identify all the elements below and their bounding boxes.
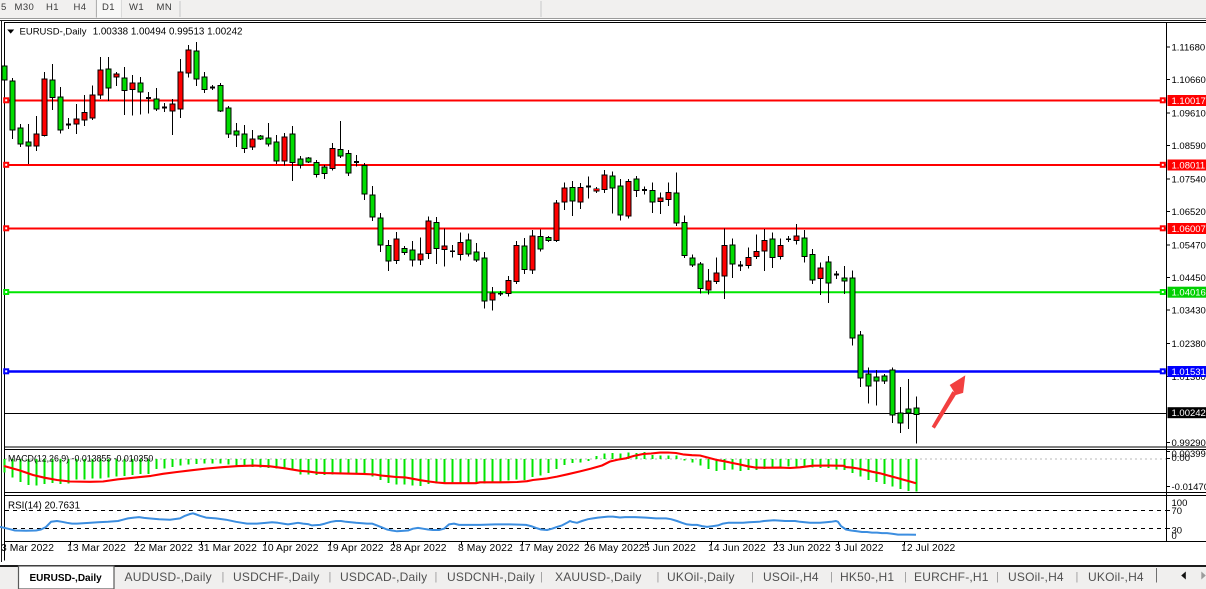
svg-text:EURCHF-,H1: EURCHF-,H1 xyxy=(914,570,989,584)
svg-text:|: | xyxy=(540,571,543,583)
svg-text:|: | xyxy=(329,571,332,583)
svg-text:1.08011: 1.08011 xyxy=(1172,161,1206,172)
svg-text:22 Mar 2022: 22 Mar 2022 xyxy=(134,543,193,554)
svg-text:1.06007: 1.06007 xyxy=(1172,224,1206,235)
svg-text:1.08590: 1.08590 xyxy=(1172,141,1206,152)
svg-text:26 May 2022: 26 May 2022 xyxy=(584,543,645,554)
svg-text:D1: D1 xyxy=(102,2,115,13)
svg-text:1.02380: 1.02380 xyxy=(1172,339,1206,350)
svg-text:31 Mar 2022: 31 Mar 2022 xyxy=(198,543,257,554)
svg-text:23 Jun 2022: 23 Jun 2022 xyxy=(773,543,831,554)
svg-text:100: 100 xyxy=(1172,498,1188,509)
svg-text:28 Apr 2022: 28 Apr 2022 xyxy=(390,543,447,554)
svg-text:1.03430: 1.03430 xyxy=(1172,306,1206,317)
svg-text:UKOil-,Daily: UKOil-,Daily xyxy=(667,570,735,584)
svg-text:0.00399: 0.00399 xyxy=(1172,449,1206,460)
svg-text:0.00: 0.00 xyxy=(1172,453,1191,464)
svg-text:MN: MN xyxy=(157,2,173,13)
svg-text:W1: W1 xyxy=(129,2,144,13)
svg-text:-0.01470: -0.01470 xyxy=(1172,482,1206,493)
svg-text:17 May 2022: 17 May 2022 xyxy=(519,543,580,554)
svg-text:|: | xyxy=(657,571,660,583)
svg-text:EURUSD-,Daily: EURUSD-,Daily xyxy=(20,27,87,38)
svg-text:3 Mar 2022: 3 Mar 2022 xyxy=(1,543,54,554)
svg-text:1.06520: 1.06520 xyxy=(1172,207,1206,218)
svg-text:14 Jun 2022: 14 Jun 2022 xyxy=(708,543,766,554)
svg-text:USDCNH-,Daily: USDCNH-,Daily xyxy=(447,570,535,584)
svg-text:1.01360: 1.01360 xyxy=(1172,372,1206,383)
svg-text:1.04450: 1.04450 xyxy=(1172,273,1206,284)
svg-text:0: 0 xyxy=(1172,531,1177,542)
svg-text:1.10660: 1.10660 xyxy=(1172,75,1206,86)
svg-text:1.09610: 1.09610 xyxy=(1172,109,1206,120)
svg-text:8 May 2022: 8 May 2022 xyxy=(458,543,513,554)
svg-text:RSI(14) 20.7631: RSI(14) 20.7631 xyxy=(8,500,80,511)
svg-text:USDCAD-,Daily: USDCAD-,Daily xyxy=(340,570,427,584)
svg-text:MACD(12,26,9) -0.013855 -0.010: MACD(12,26,9) -0.013855 -0.010350 xyxy=(8,453,153,463)
svg-text:1.07540: 1.07540 xyxy=(1172,175,1206,186)
svg-text:1.00338 1.00494 0.99513 1.0024: 1.00338 1.00494 0.99513 1.00242 xyxy=(93,27,243,38)
svg-text:USOil-,H4: USOil-,H4 xyxy=(1008,570,1064,584)
svg-text:12 Jul 2022: 12 Jul 2022 xyxy=(901,543,956,554)
svg-text:|: | xyxy=(996,571,999,583)
svg-text:5 Jun 2022: 5 Jun 2022 xyxy=(644,543,696,554)
svg-text:|: | xyxy=(751,571,754,583)
svg-text:|: | xyxy=(222,571,225,583)
svg-text:|: | xyxy=(1076,571,1079,583)
svg-text:H4: H4 xyxy=(74,2,87,13)
svg-text:13 Mar 2022: 13 Mar 2022 xyxy=(67,543,126,554)
svg-text:M30: M30 xyxy=(15,2,35,13)
svg-text:AUDUSD-,Daily: AUDUSD-,Daily xyxy=(125,570,212,584)
svg-text:EURUSD-,Daily: EURUSD-,Daily xyxy=(30,573,103,584)
svg-text:H1: H1 xyxy=(46,2,59,13)
svg-text:USOil-,H4: USOil-,H4 xyxy=(763,570,819,584)
svg-text:1.11680: 1.11680 xyxy=(1172,42,1206,53)
svg-text:HK50-,H1: HK50-,H1 xyxy=(840,570,894,584)
svg-text:19 Apr 2022: 19 Apr 2022 xyxy=(327,543,384,554)
svg-text:1.10017: 1.10017 xyxy=(1172,96,1206,107)
svg-text:1.04016: 1.04016 xyxy=(1172,288,1206,299)
svg-text:1.05470: 1.05470 xyxy=(1172,241,1206,252)
svg-text:XAUUSD-,Daily: XAUUSD-,Daily xyxy=(555,570,642,584)
svg-text:5: 5 xyxy=(1,2,7,13)
svg-text:|: | xyxy=(435,571,438,583)
svg-text:1.00242: 1.00242 xyxy=(1172,408,1206,419)
svg-text:3 Jul 2022: 3 Jul 2022 xyxy=(835,543,884,554)
svg-text:UKOil-,H4: UKOil-,H4 xyxy=(1088,570,1144,584)
svg-text:|: | xyxy=(830,571,833,583)
svg-text:USDCHF-,Daily: USDCHF-,Daily xyxy=(233,570,320,584)
svg-text:10 Apr 2022: 10 Apr 2022 xyxy=(262,543,319,554)
svg-text:0.99290: 0.99290 xyxy=(1172,438,1206,449)
svg-text:1.01531: 1.01531 xyxy=(1172,367,1206,378)
svg-text:70: 70 xyxy=(1172,506,1183,517)
svg-text:|: | xyxy=(904,571,907,583)
svg-text:30: 30 xyxy=(1172,525,1183,536)
